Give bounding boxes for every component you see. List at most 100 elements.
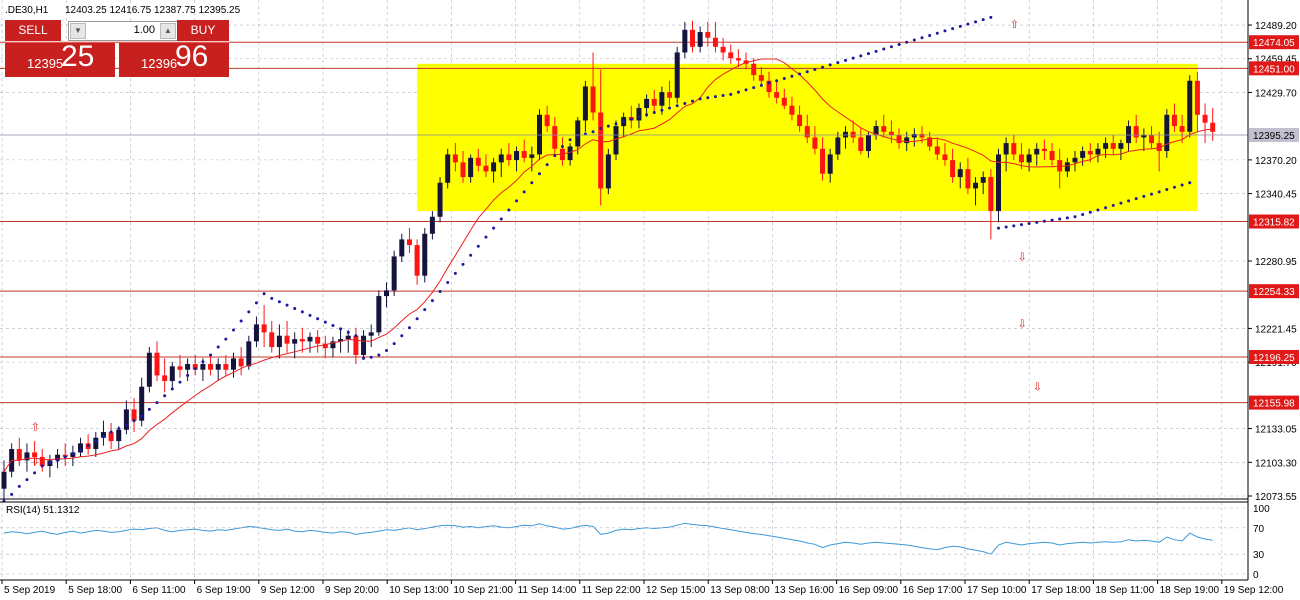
sar-dot [1042,219,1046,223]
sar-dot [63,455,67,459]
buy-price-box[interactable]: 12396 96 [119,40,229,77]
sar-dot [339,327,343,331]
sar-dot [239,319,243,323]
sar-dot [163,394,167,398]
sar-dot [767,81,771,85]
sar-dot [1058,217,1062,221]
sar-dot [1004,225,1008,229]
candle [858,128,864,155]
price-axis[interactable]: 12489.20 12459.45 12429.70 12370.20 12340.45… [1248,21,1297,503]
level-label-bg [1249,395,1299,410]
candle [728,44,734,64]
time-tick-label: 6 Sep 19:00 [197,585,251,596]
sar-dot [178,380,182,384]
price-tick-label: 12489.20 [1255,21,1297,32]
candle [720,37,726,61]
sar-dot [859,54,863,58]
sell-button[interactable]: SELL [5,20,61,41]
sar-dot [186,373,190,377]
spin-up-icon[interactable]: ▲ [160,23,176,39]
time-tick-label: 11 Sep 22:00 [582,585,641,596]
down-arrow-icon: ⇩ [31,454,40,467]
candle [697,26,703,53]
candle [1118,139,1124,161]
sar-dot [775,79,779,83]
dropdown-arrow-icon[interactable]: ▼ [70,23,86,39]
sar-dot [515,199,519,203]
sar-dot [721,94,725,98]
symbol-label: .DE30,H1 [5,5,49,16]
sar-dot [1065,216,1069,220]
time-tick-label: 13 Sep 08:00 [710,585,770,596]
candle [1072,151,1078,172]
lot-size-value[interactable]: 1.00 [133,24,155,36]
time-tick-label: 17 Sep 10:00 [967,585,1027,596]
sar-dot [1172,185,1176,189]
time-axis[interactable]: 5 Sep 2019 5 Sep 18:00 6 Sep 11:00 6 Sep 19… [1,580,1284,596]
candle [1141,128,1147,152]
candle [651,89,657,113]
sar-dot [438,290,442,294]
candle [70,445,76,467]
candle [1202,103,1208,144]
level-label-bg [1249,349,1299,364]
sar-dot [423,308,427,312]
candle [253,316,259,348]
rsi-tick-label: 70 [1253,524,1265,535]
candle [93,432,99,457]
candle [322,335,328,359]
sar-dot [614,122,618,126]
sar-dot [1050,218,1054,222]
candle [881,114,887,138]
sell-price-box[interactable]: 12395 25 [5,40,115,77]
sar-dot [637,115,641,119]
price-tick-label: 12459.45 [1255,55,1297,66]
buy-button[interactable]: BUY [177,20,229,41]
sar-dot [1019,223,1023,227]
sar-dot [400,334,404,338]
sar-dot [155,401,159,405]
candle [644,94,650,118]
candle [146,347,152,393]
candle [896,128,902,149]
buy-price-big: 96 [175,40,209,73]
sar-dot [1180,183,1184,187]
sar-dot [1081,212,1085,216]
candle [774,80,780,104]
sar-dot [323,320,327,324]
candle [712,21,718,53]
sar-dot [216,345,220,349]
sar-dot [629,117,633,121]
sar-dot [545,163,549,167]
sar-dot [798,72,802,76]
candle [376,290,382,336]
sar-dot [48,461,52,465]
candle [39,449,45,472]
sar-dot [499,217,503,221]
rsi-label: RSI(14) 51.1312 [6,505,80,516]
sar-dot [974,20,978,24]
candle [1133,114,1139,144]
sar-dot [905,40,909,44]
lot-size-field[interactable]: ▼ 1.00 ▲ [68,21,178,41]
sar-dot [461,262,465,266]
sar-dot [1111,203,1115,207]
sar-dot [759,83,763,87]
level-label: 12451.00 [1253,64,1295,75]
candle [384,282,389,308]
sar-dot [897,43,901,47]
rsi-tick-label: 0 [1253,570,1259,581]
sar-dot [1119,201,1123,205]
candle [78,437,83,457]
candle [368,324,374,348]
sar-dot [33,471,37,475]
candle [1011,135,1017,161]
sar-dot [920,36,924,40]
sar-dot [354,334,358,338]
candle [843,126,848,149]
candle [911,128,917,147]
candle [758,67,764,87]
candle [208,354,214,376]
candle [32,441,38,467]
